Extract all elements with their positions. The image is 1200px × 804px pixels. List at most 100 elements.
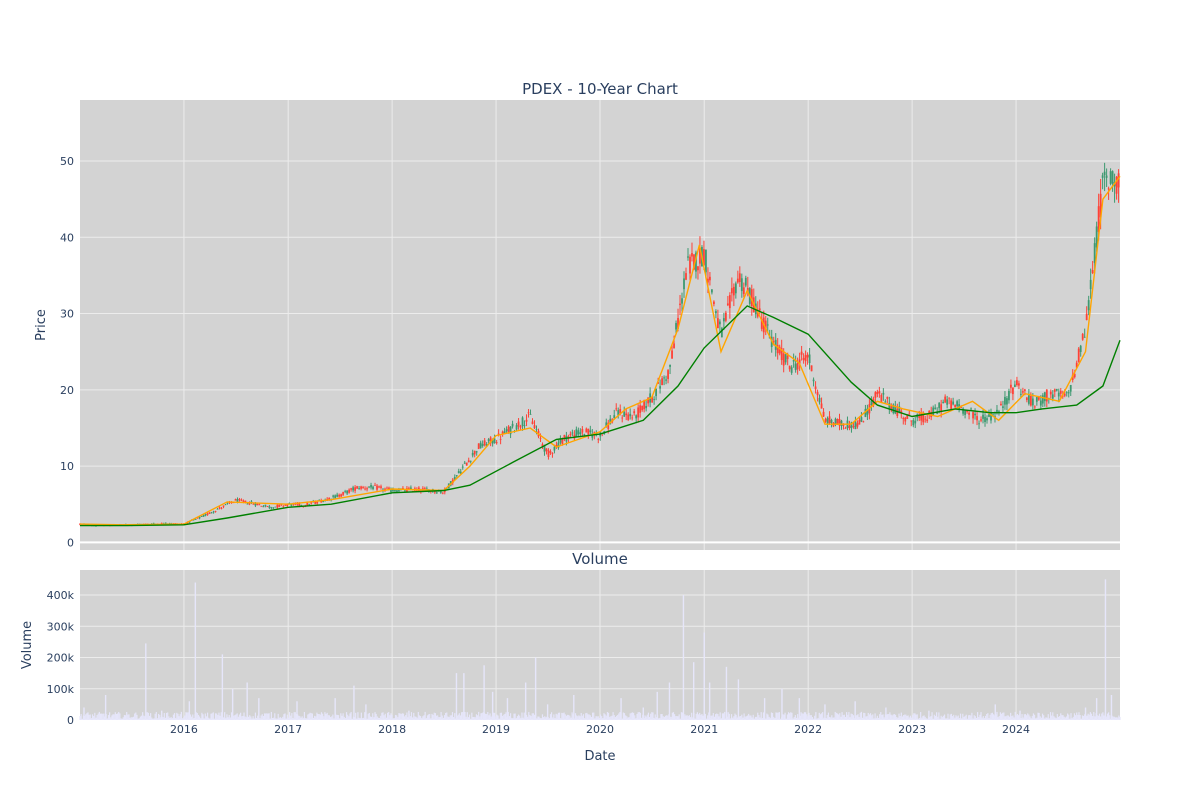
volume-bar	[283, 714, 285, 720]
volume-bar	[236, 713, 238, 720]
volume-bar	[500, 712, 503, 720]
volume-bar	[590, 716, 593, 720]
volume-bar	[771, 712, 774, 720]
volume-bar	[827, 712, 829, 720]
volume-spike-bar	[1110, 695, 1113, 720]
volume-bar	[761, 718, 763, 720]
candle-body	[527, 412, 530, 414]
volume-bar	[288, 712, 291, 720]
volume-bar	[79, 716, 81, 720]
volume-bar	[107, 715, 110, 720]
candle-body	[272, 507, 275, 509]
volume-bar	[859, 712, 861, 720]
volume-bar	[1010, 712, 1012, 720]
volume-bar	[381, 712, 383, 720]
candle-body	[1029, 395, 1032, 406]
volume-bar	[284, 713, 286, 720]
volume-bar	[570, 717, 572, 720]
volume-bar	[267, 713, 269, 720]
volume-bar	[918, 718, 921, 720]
candle-body	[619, 408, 622, 414]
volume-bar	[386, 712, 389, 720]
candle-body	[1101, 175, 1104, 178]
volume-bar	[271, 717, 274, 720]
volume-bar	[873, 718, 875, 720]
volume-bar	[631, 712, 634, 720]
volume-bar	[577, 716, 579, 720]
volume-bar	[678, 714, 680, 720]
volume-bar	[1053, 716, 1055, 720]
volume-bar	[1105, 716, 1107, 720]
volume-bar	[480, 713, 482, 720]
volume-spike-bar	[455, 673, 458, 720]
volume-bar	[650, 713, 652, 720]
volume-bar	[245, 717, 247, 720]
volume-bar	[557, 712, 560, 720]
volume-bar	[1044, 718, 1046, 720]
volume-bar	[429, 714, 431, 720]
candle-body	[368, 486, 370, 488]
volume-bar	[630, 712, 632, 720]
candle-body	[352, 487, 354, 491]
volume-bar	[544, 716, 546, 720]
volume-spike-bar	[656, 691, 658, 720]
candle-body	[968, 412, 970, 415]
volume-bar	[617, 714, 619, 720]
volume-bar	[383, 715, 385, 720]
volume-bar	[135, 712, 137, 720]
volume-bar	[426, 715, 429, 720]
candle-body	[633, 411, 636, 414]
volume-bar	[390, 713, 392, 720]
volume-bar	[967, 715, 970, 720]
candle-body	[453, 477, 456, 481]
candle-body	[408, 487, 410, 489]
volume-bar	[831, 715, 833, 720]
x-tick-label: 2020	[586, 723, 614, 736]
volume-bar	[844, 716, 847, 720]
candle-body	[334, 495, 337, 499]
candle-body	[214, 511, 217, 512]
volume-bar	[150, 713, 152, 720]
volume-bar	[102, 713, 104, 720]
volume-bar	[598, 718, 601, 720]
candle-body	[268, 506, 271, 508]
volume-bar	[533, 714, 536, 720]
candle-body	[559, 438, 562, 443]
volume-bar	[301, 716, 303, 720]
volume-bar	[986, 714, 988, 720]
volume-bar	[339, 718, 341, 720]
candle-body	[1087, 300, 1090, 311]
volume-bar	[422, 716, 424, 720]
candle-body	[308, 504, 311, 505]
candle-body	[549, 451, 552, 453]
volume-bar	[604, 714, 606, 720]
candle-body	[806, 354, 809, 358]
volume-bar	[633, 712, 635, 720]
volume-bar	[448, 717, 450, 720]
candle-body	[637, 407, 640, 418]
volume-bar	[343, 716, 345, 720]
volume-bar	[412, 717, 414, 720]
volume-bar	[91, 714, 94, 720]
volume-bar	[625, 715, 627, 720]
volume-bar	[186, 712, 188, 720]
x-tick-label: 2023	[898, 723, 926, 736]
volume-bar	[266, 713, 268, 720]
volume-bar	[809, 715, 811, 720]
volume-bar	[254, 712, 257, 720]
volume-bar	[1004, 716, 1006, 720]
candle-body	[890, 406, 893, 411]
volume-bar	[281, 718, 283, 720]
volume-bar	[310, 713, 312, 720]
volume-bar	[793, 716, 795, 720]
candle-body	[597, 438, 600, 440]
volume-bar	[1069, 718, 1071, 720]
volume-bar	[1093, 712, 1095, 720]
volume-bar	[1056, 714, 1058, 720]
volume-bar	[184, 715, 186, 720]
volume-bar	[784, 712, 786, 720]
volume-bar	[527, 716, 529, 720]
candle-body	[571, 432, 574, 434]
volume-bar	[413, 712, 415, 720]
candle-body	[736, 278, 739, 283]
